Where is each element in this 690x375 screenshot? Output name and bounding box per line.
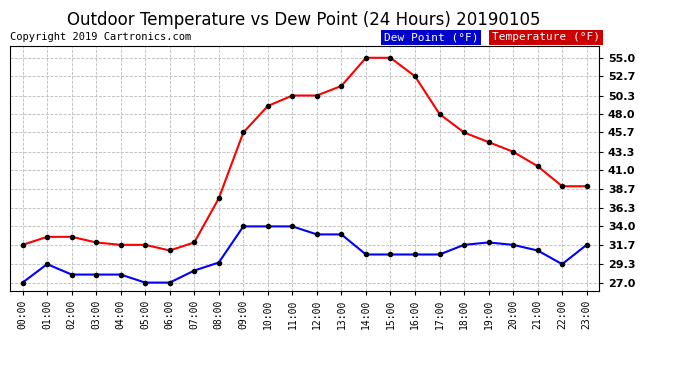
Text: Copyright 2019 Cartronics.com: Copyright 2019 Cartronics.com: [10, 32, 192, 42]
Text: Outdoor Temperature vs Dew Point (24 Hours) 20190105: Outdoor Temperature vs Dew Point (24 Hou…: [67, 11, 540, 29]
Text: Temperature (°F): Temperature (°F): [492, 32, 600, 42]
Text: Dew Point (°F): Dew Point (°F): [384, 32, 479, 42]
